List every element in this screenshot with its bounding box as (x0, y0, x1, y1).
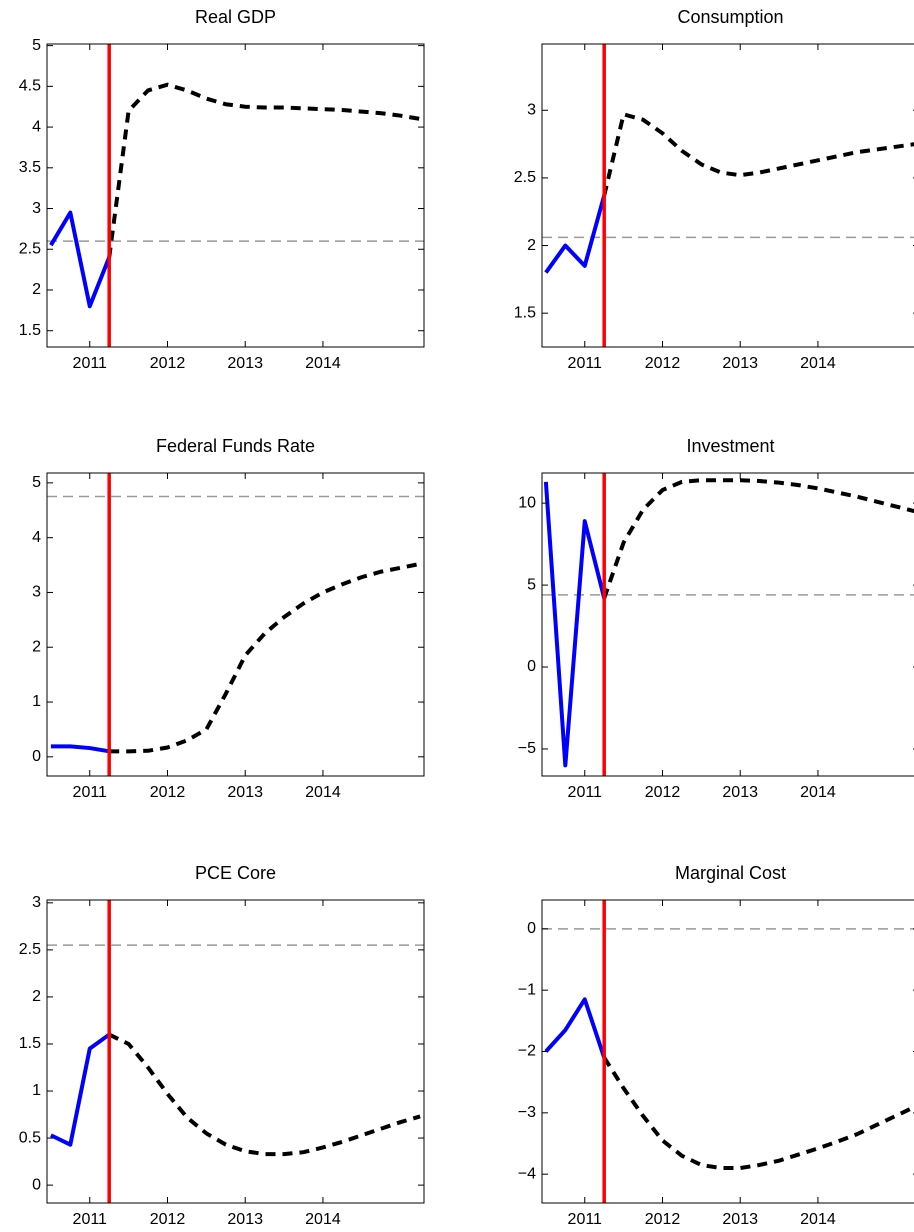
plot-frame (541, 43, 914, 348)
y-tick-label: −4 (518, 1165, 536, 1182)
x-tick-label: 2013 (722, 355, 758, 372)
y-tick-label: 4 (32, 118, 41, 135)
chart-title: Investment (686, 436, 774, 456)
x-tick-label: 2014 (305, 784, 341, 801)
series-line (108, 1032, 421, 1157)
y-tick-label: 3 (32, 584, 41, 601)
y-tick-label: 2.5 (19, 240, 41, 257)
y-tick-label: 3 (32, 894, 41, 911)
chart-title: Federal Funds Rate (156, 436, 315, 456)
series-line (544, 194, 607, 274)
series-line (544, 997, 607, 1059)
plot-area (47, 473, 424, 776)
x-tick-label: 2013 (722, 1211, 758, 1228)
y-tick-label: 1 (32, 1082, 41, 1099)
y-tick-label: 4.5 (19, 78, 41, 95)
y-tick-label: 5 (527, 576, 536, 593)
chart-title: PCE Core (195, 863, 276, 883)
y-tick-label: 1.5 (19, 1035, 41, 1052)
x-tick-label: 2013 (227, 355, 263, 372)
x-tick-label: 2014 (800, 784, 836, 801)
panel: Marginal Cost 2011 2012 2013 2014 −4 −3 −2 −1 0 (518, 863, 914, 1228)
series-line (50, 1032, 111, 1147)
y-tick-label: 5 (32, 474, 41, 491)
y-tick-label: 1.5 (19, 322, 41, 339)
series-line (49, 210, 112, 309)
series-line (602, 478, 914, 599)
y-tick-label: 2 (32, 638, 41, 655)
y-tick-label: 2.5 (19, 941, 41, 958)
series-line (602, 1056, 914, 1171)
x-tick-label: 2014 (305, 1211, 341, 1228)
y-tick-label: 0 (527, 920, 536, 937)
x-tick-label: 2011 (568, 355, 603, 372)
series-line (602, 111, 914, 196)
plot-frame (541, 472, 914, 777)
panel: Federal Funds Rate 2011 2012 2013 2014 0 1 2 3 4 5 (32, 436, 425, 801)
y-tick-label: 0 (32, 748, 41, 765)
y-tick-label: 3.5 (19, 159, 41, 176)
chart-title: Marginal Cost (675, 863, 786, 883)
series-line (107, 82, 421, 258)
plot-area (542, 900, 914, 1203)
x-tick-label: 2014 (305, 355, 341, 372)
x-tick-label: 2012 (150, 784, 186, 801)
x-tick-label: 2011 (568, 784, 603, 801)
x-tick-label: 2014 (800, 355, 836, 372)
x-tick-label: 2012 (150, 355, 186, 372)
x-tick-label: 2011 (73, 1211, 108, 1228)
y-tick-label: 10 (518, 494, 536, 511)
y-tick-label: 3 (32, 200, 41, 217)
panel: PCE Core 2011 2012 2013 2014 0 0.5 1 1.5 2 2.5 3 (19, 863, 425, 1228)
y-tick-label: 3 (527, 102, 536, 119)
y-tick-label: 5 (32, 37, 41, 54)
series-line (543, 481, 607, 768)
y-tick-label: 1.5 (514, 304, 536, 321)
panel: Investment 2011 2012 2013 2014 −5 0 5 10 (518, 436, 914, 801)
y-tick-label: −5 (518, 740, 536, 757)
x-tick-label: 2012 (645, 355, 681, 372)
y-tick-label: −1 (518, 981, 536, 998)
y-tick-label: 0 (527, 658, 536, 675)
x-tick-label: 2012 (150, 1211, 186, 1228)
x-tick-label: 2012 (645, 784, 681, 801)
x-tick-label: 2013 (722, 784, 758, 801)
y-tick-label: 2 (32, 988, 41, 1005)
chart-title: Real GDP (195, 7, 276, 27)
panel: Real GDP 2011 2012 2013 2014 1.5 2 2.5 3 3.5 4 4.5 5 (19, 7, 425, 372)
y-tick-label: 0 (32, 1176, 41, 1193)
x-tick-label: 2013 (227, 784, 263, 801)
x-tick-label: 2011 (73, 355, 108, 372)
plot-area (542, 44, 914, 347)
y-tick-label: −3 (518, 1104, 536, 1121)
x-tick-label: 2012 (645, 1211, 681, 1228)
plot-frame (46, 472, 425, 777)
plot-area (542, 473, 914, 776)
y-tick-label: 2.5 (514, 169, 536, 186)
plot-frame (46, 43, 425, 348)
panel: Consumption 2011 2012 2013 2014 1.5 2 2.5 3 (514, 7, 914, 372)
x-tick-label: 2013 (227, 1211, 263, 1228)
plot-area (47, 44, 424, 347)
plot-frame (46, 899, 425, 1204)
chart-title: Consumption (677, 7, 783, 27)
y-tick-label: 0.5 (19, 1129, 41, 1146)
series-line (50, 744, 110, 754)
y-tick-label: 1 (32, 693, 41, 710)
x-tick-label: 2014 (800, 1211, 836, 1228)
y-tick-label: 2 (527, 237, 536, 254)
y-tick-label: 2 (32, 281, 41, 298)
y-tick-label: −2 (518, 1043, 536, 1060)
y-tick-label: 4 (32, 529, 41, 546)
x-tick-label: 2011 (568, 1211, 603, 1228)
series-line (109, 561, 421, 754)
x-tick-label: 2011 (73, 784, 108, 801)
